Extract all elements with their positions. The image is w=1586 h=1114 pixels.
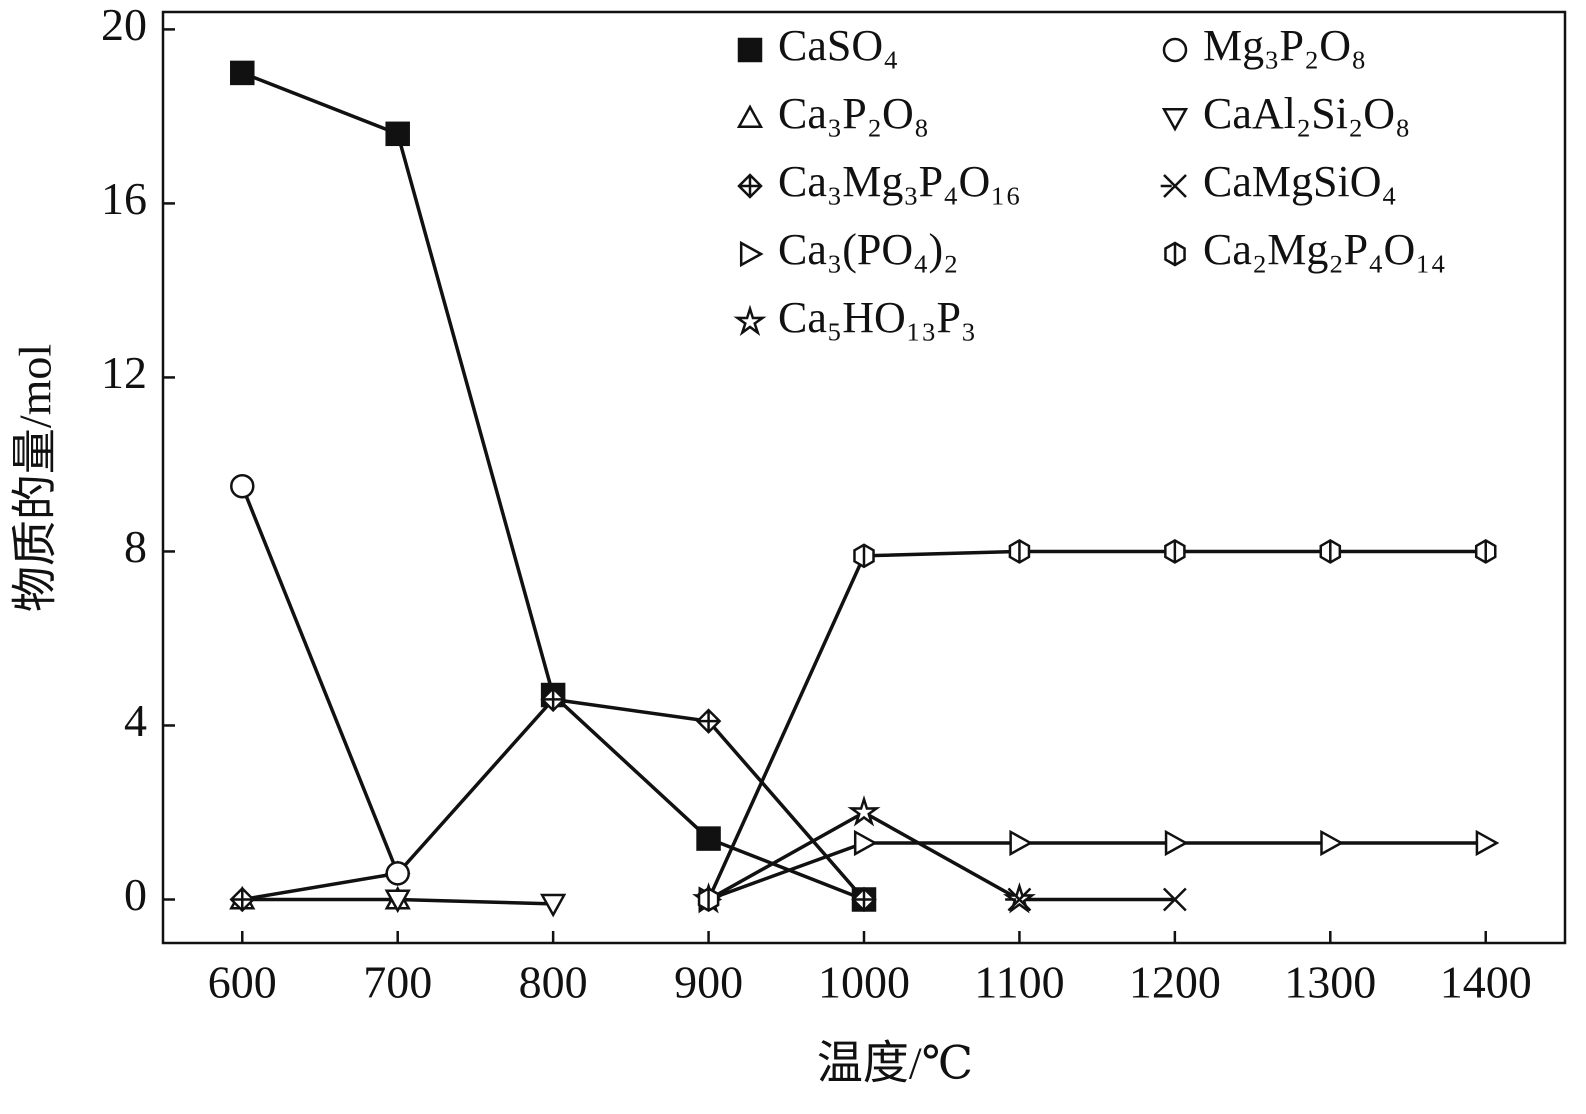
data-marker <box>851 886 877 913</box>
legend-label: CaSO₄ <box>778 21 898 70</box>
y-axis-label: 物质的量/mol <box>10 344 61 612</box>
data-marker <box>847 795 881 827</box>
x-tick-label: 600 <box>208 957 277 1008</box>
data-marker <box>695 708 722 734</box>
data-marker <box>540 686 566 713</box>
y-tick-label: 20 <box>101 0 147 50</box>
legend-marker <box>1161 107 1189 132</box>
x-tick-label: 800 <box>519 957 588 1008</box>
x-tick-label: 1300 <box>1284 957 1376 1008</box>
data-marker <box>1160 887 1187 912</box>
data-marker <box>230 60 255 86</box>
legend-marker <box>737 173 763 199</box>
y-tick-label: 12 <box>101 347 147 398</box>
series-line <box>241 71 865 902</box>
x-tick-label: 900 <box>674 957 743 1008</box>
data-marker <box>1005 887 1032 912</box>
legend-label: Mg₃P₂O₈ <box>1203 21 1366 70</box>
legend-label: Ca₃Mg₃P₄O₁₆ <box>778 157 1021 206</box>
data-marker <box>1320 829 1344 857</box>
series-line <box>240 485 400 875</box>
legend-label: CaAl₂Si₂O₈ <box>1203 89 1410 138</box>
data-marker <box>853 543 875 569</box>
data-marker <box>697 887 720 912</box>
data-marker <box>385 121 410 147</box>
y-tick-label: 16 <box>101 173 147 224</box>
legend-label: Ca₂Mg₂P₄O₁₄ <box>1203 225 1446 274</box>
x-axis-label: 温度/℃ <box>817 1038 973 1089</box>
data-marker <box>696 826 721 851</box>
legend-label: Ca₅HO₁₃P₃ <box>778 293 976 342</box>
legend-marker <box>1162 37 1188 63</box>
data-marker <box>1164 539 1186 564</box>
series-line <box>241 697 866 902</box>
data-marker <box>1008 539 1031 564</box>
data-marker <box>229 886 256 913</box>
x-tick-label: 1200 <box>1129 957 1221 1008</box>
legend-marker <box>1160 174 1187 198</box>
data-marker <box>853 829 878 857</box>
data-marker <box>540 893 567 918</box>
legend-marker <box>737 37 763 63</box>
data-marker <box>1164 829 1189 857</box>
legend-label: Ca₃P₂O₈ <box>778 89 929 138</box>
legend-label: Ca₃(PO₄)₂ <box>778 225 958 274</box>
series-line <box>707 841 1486 902</box>
data-marker <box>1474 539 1497 564</box>
data-marker <box>384 889 411 914</box>
y-tick-label: 0 <box>124 869 147 920</box>
data-marker <box>230 473 255 499</box>
legend-marker <box>733 304 767 337</box>
data-marker <box>1009 829 1034 857</box>
series-line <box>397 897 554 906</box>
y-tick-label: 8 <box>124 521 147 572</box>
x-tick-label: 1000 <box>818 957 910 1008</box>
x-tick-label: 1100 <box>974 957 1064 1008</box>
data-marker <box>1319 539 1342 564</box>
data-marker <box>385 861 410 886</box>
series-line <box>706 549 1486 901</box>
legend-marker <box>739 240 764 268</box>
y-tick-label: 4 <box>124 695 147 746</box>
data-marker <box>1475 829 1500 857</box>
legend-label: CaMgSiO₄ <box>1203 157 1397 206</box>
x-tick-label: 1400 <box>1440 957 1532 1008</box>
legend-marker <box>736 104 764 129</box>
legend-marker <box>1164 241 1186 267</box>
x-tick-label: 700 <box>363 957 432 1008</box>
